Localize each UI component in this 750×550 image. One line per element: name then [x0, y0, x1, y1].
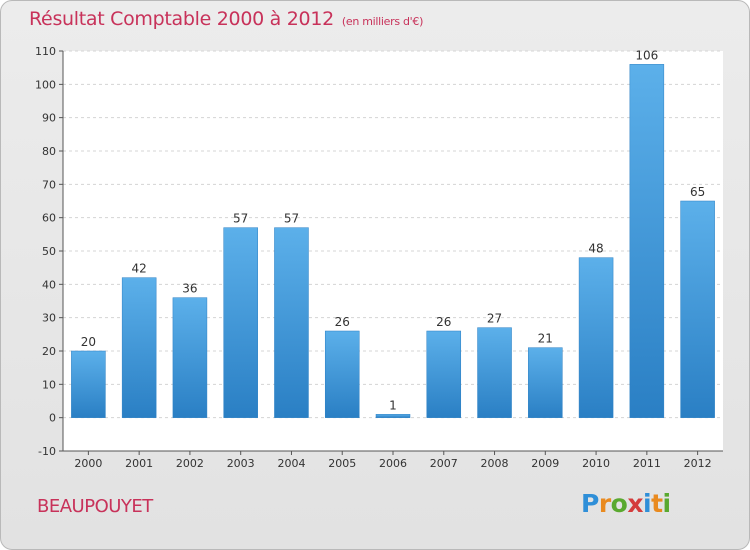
x-tick-label: 2006 — [379, 457, 407, 470]
bar — [324, 330, 360, 418]
x-tick-label: 2004 — [277, 457, 305, 470]
logo-letter: x — [627, 489, 643, 518]
y-tick-label: 0 — [49, 412, 56, 425]
y-tick-label: 110 — [35, 45, 56, 58]
bar — [375, 414, 411, 418]
y-tick-label: 70 — [42, 178, 56, 191]
bar — [528, 347, 563, 418]
bar-value-label: 36 — [182, 282, 197, 296]
x-tick-label: 2012 — [684, 457, 712, 470]
x-tick-label: 2007 — [430, 457, 458, 470]
y-tick-label: 50 — [42, 245, 56, 258]
y-tick-label: 90 — [42, 112, 56, 125]
logo-letter: i — [643, 489, 652, 518]
logo-letter: P — [581, 489, 599, 518]
bar — [426, 330, 462, 418]
logo-letter: t — [651, 489, 663, 518]
bar — [121, 277, 157, 418]
y-tick-label: -10 — [38, 445, 56, 458]
chart-subtitle: (en milliers d'€) — [341, 15, 424, 28]
x-tick-label: 2009 — [531, 457, 559, 470]
y-tick-label: 10 — [42, 378, 56, 391]
logo-letter: i — [662, 489, 672, 518]
bar — [477, 327, 512, 418]
y-tick-label: 20 — [42, 345, 56, 358]
y-tick-label: 30 — [42, 312, 56, 325]
bar — [223, 227, 258, 418]
x-tick-label: 2005 — [328, 457, 356, 470]
x-tick-label: 2010 — [582, 457, 610, 470]
bar-value-label: 65 — [690, 185, 705, 199]
bar-value-label: 21 — [538, 332, 553, 346]
logo-letter: r — [598, 489, 611, 518]
bar-value-label: 27 — [487, 312, 502, 326]
x-tick-label: 2002 — [176, 457, 204, 470]
bar-value-label: 1 — [389, 398, 397, 412]
bar-value-label: 20 — [81, 335, 96, 349]
x-tick-label: 2001 — [125, 457, 153, 470]
bar-value-label: 48 — [588, 242, 603, 256]
y-tick-label: 60 — [42, 212, 56, 225]
chart-title: Résultat Comptable 2000 à 2012 (en millie… — [29, 8, 423, 30]
x-tick-label: 2011 — [633, 457, 661, 470]
bar-value-label: 26 — [335, 315, 350, 329]
bar — [629, 64, 665, 418]
y-tick-label: 40 — [42, 278, 56, 291]
y-tick-label: 100 — [35, 78, 56, 91]
bar-value-label: 57 — [233, 212, 248, 226]
bar-value-label: 106 — [635, 48, 658, 62]
proxiti-logo: Proxiti — [581, 489, 671, 518]
x-tick-label: 2003 — [227, 457, 255, 470]
bar-value-label: 42 — [132, 262, 147, 276]
x-tick-label: 2000 — [74, 457, 102, 470]
x-tick-label: 2008 — [481, 457, 509, 470]
chart-title-text: Résultat Comptable 2000 à 2012 — [29, 8, 334, 30]
logo-letter: o — [610, 489, 628, 518]
y-tick-label: 80 — [42, 145, 56, 158]
bar-value-label: 57 — [284, 212, 299, 226]
bar — [274, 227, 309, 418]
bar-value-label: 26 — [436, 315, 451, 329]
bar — [578, 257, 614, 418]
bar — [680, 200, 715, 418]
bar — [172, 297, 208, 418]
bar — [71, 350, 106, 418]
commune-name: BEAUPOUYET — [37, 496, 153, 517]
